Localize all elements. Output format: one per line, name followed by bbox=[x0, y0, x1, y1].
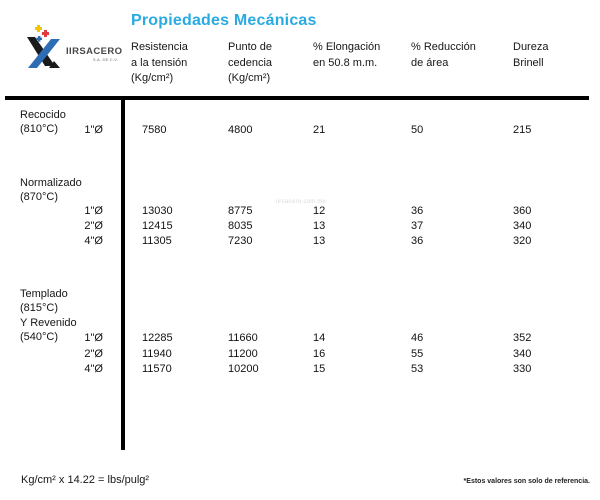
diameter-label: 2"Ø bbox=[84, 348, 103, 360]
watermark: iirsacero.com.mx bbox=[276, 199, 327, 205]
reference-footnote: *Estos valores son solo de referencia. bbox=[463, 478, 590, 485]
section-label-line: (870°C) bbox=[20, 191, 59, 204]
value-cell: 37 bbox=[411, 220, 424, 232]
table-row: 1"Ø 12285 11660 14 46 352 bbox=[0, 332, 600, 345]
column-header-line: a la tensión bbox=[131, 56, 188, 69]
value-cell: 21 bbox=[313, 124, 326, 136]
section-label-line: Normalizado bbox=[20, 177, 82, 189]
column-header-line: % Elongación bbox=[313, 41, 381, 53]
value-cell: 46 bbox=[411, 332, 424, 344]
table-row: 1"Ø 7580 4800 21 50 215 bbox=[0, 124, 600, 137]
value-cell: 11200 bbox=[228, 348, 258, 360]
column-header-elongacion: % Elongación en 50.8 m.m. bbox=[313, 40, 380, 71]
value-cell: 13 bbox=[313, 220, 326, 232]
diameter-label: 1"Ø bbox=[84, 124, 103, 136]
value-cell: 12285 bbox=[142, 332, 173, 344]
value-cell: 7230 bbox=[228, 235, 253, 247]
table-row: 4"Ø 11305 7230 13 36 320 bbox=[0, 235, 600, 248]
section-label-line: Recocido bbox=[20, 109, 66, 121]
value-cell: 11305 bbox=[142, 235, 172, 247]
section-label-line: (810°C) bbox=[20, 123, 59, 136]
value-cell: 340 bbox=[513, 220, 532, 232]
column-header-line: (Kg/cm²) bbox=[228, 72, 271, 84]
iirsacero-logo-icon bbox=[27, 25, 60, 68]
section-label-normalizado: Normalizado (870°C) bbox=[20, 176, 82, 205]
column-header-line: cedencia bbox=[228, 56, 273, 69]
value-cell: 215 bbox=[513, 124, 532, 136]
column-header-line: Punto de bbox=[228, 41, 273, 53]
value-cell: 50 bbox=[411, 124, 424, 136]
column-header-dureza: Dureza Brinell bbox=[513, 40, 548, 71]
value-cell: 10200 bbox=[228, 363, 259, 375]
value-cell: 330 bbox=[513, 363, 532, 375]
column-header-line: (Kg/cm²) bbox=[131, 72, 174, 84]
column-header-cedencia: Punto de cedencia (Kg/cm²) bbox=[228, 40, 272, 87]
section-label-line: Y Revenido bbox=[20, 316, 77, 329]
column-header-line: Resistencia bbox=[131, 41, 188, 53]
column-header-line: de área bbox=[411, 56, 449, 69]
page-title: Propiedades Mecánicas bbox=[131, 12, 317, 29]
table-vertical-line bbox=[121, 99, 125, 450]
section-label-recocido: Recocido (810°C) bbox=[20, 108, 66, 137]
value-cell: 340 bbox=[513, 348, 532, 360]
column-header-line: Brinell bbox=[513, 56, 544, 69]
value-cell: 13 bbox=[313, 235, 326, 247]
diameter-label: 1"Ø bbox=[84, 205, 103, 217]
value-cell: 320 bbox=[513, 235, 532, 247]
value-cell: 11660 bbox=[228, 332, 258, 344]
value-cell: 352 bbox=[513, 332, 532, 344]
value-cell: 13030 bbox=[142, 205, 173, 217]
value-cell: 8035 bbox=[228, 220, 253, 232]
value-cell: 360 bbox=[513, 205, 532, 217]
value-cell: 15 bbox=[313, 363, 326, 375]
diameter-label: 2"Ø bbox=[84, 220, 103, 232]
value-cell: 16 bbox=[313, 348, 326, 360]
value-cell: 12415 bbox=[142, 220, 173, 232]
diameter-label: 4"Ø bbox=[84, 363, 103, 375]
section-label-line: (540°C) bbox=[20, 330, 59, 343]
section-label-templado: Templado (815°C) Y Revenido (540°C) bbox=[20, 287, 77, 344]
column-header-line: en 50.8 m.m. bbox=[313, 56, 378, 69]
diameter-label: 4"Ø bbox=[84, 235, 103, 247]
section-label-line: (815°C) bbox=[20, 302, 59, 315]
logo-wordmark: IIRSACERO bbox=[66, 46, 123, 57]
value-cell: 36 bbox=[411, 235, 424, 247]
value-cell: 4800 bbox=[228, 124, 253, 136]
value-cell: 12 bbox=[313, 205, 326, 217]
value-cell: 53 bbox=[411, 363, 424, 375]
table-row: 1"Ø 13030 8775 12 36 360 bbox=[0, 205, 600, 218]
diameter-label: 1"Ø bbox=[84, 332, 103, 344]
column-header-reduccion: % Reducción de área bbox=[411, 40, 476, 71]
section-label-line: Templado bbox=[20, 288, 68, 300]
value-cell: 7580 bbox=[142, 124, 167, 136]
value-cell: 55 bbox=[411, 348, 424, 360]
unit-conversion-note: Kg/cm² x 14.22 = lbs/pulg² bbox=[21, 474, 150, 486]
column-header-line: % Reducción bbox=[411, 41, 476, 53]
column-header-resistencia: Resistencia a la tensión (Kg/cm²) bbox=[131, 40, 188, 87]
table-row: 2"Ø 12415 8035 13 37 340 bbox=[0, 220, 600, 233]
value-cell: 8775 bbox=[228, 205, 253, 217]
logo-subtitle: S.A. DE C.V. bbox=[92, 57, 118, 62]
column-header-line: Dureza bbox=[513, 41, 549, 53]
table-row: 2"Ø 11940 11200 16 55 340 bbox=[0, 348, 600, 361]
value-cell: 36 bbox=[411, 205, 424, 217]
value-cell: 14 bbox=[313, 332, 326, 344]
table-row: 4"Ø 11570 10200 15 53 330 bbox=[0, 363, 600, 376]
value-cell: 11940 bbox=[142, 348, 172, 360]
header-divider-line bbox=[5, 96, 589, 100]
value-cell: 11570 bbox=[142, 363, 172, 375]
